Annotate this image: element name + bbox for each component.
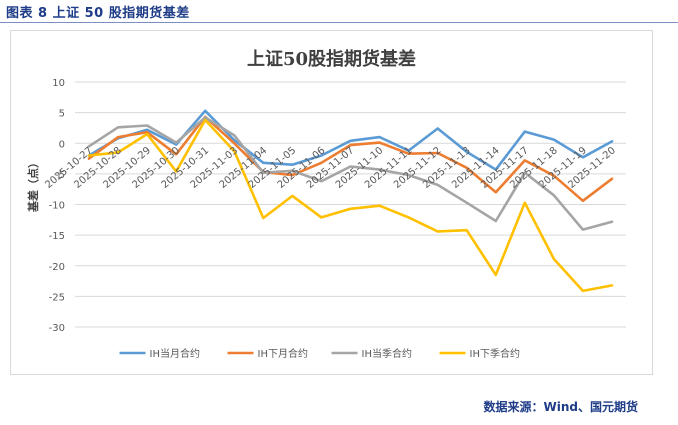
legend-label: IH当季合约 bbox=[362, 347, 412, 360]
source-note: 数据来源：Wind、国元期货 bbox=[483, 400, 638, 414]
y-tick-label: -20 bbox=[49, 262, 65, 273]
legend-label: IH下季合约 bbox=[470, 347, 520, 360]
legend-item: IH下月合约 bbox=[227, 347, 308, 360]
legend-item: IH下季合约 bbox=[439, 347, 520, 360]
legend-label: IH当月合约 bbox=[150, 347, 200, 360]
y-axis-label: 基差（点） bbox=[26, 157, 40, 213]
header-rule bbox=[0, 22, 678, 23]
y-tick-label: 5 bbox=[59, 109, 65, 120]
chart-title: 上证50股指期货基差 bbox=[246, 49, 417, 70]
y-tick-label: -10 bbox=[49, 201, 65, 212]
chart-frame: 上证50股指期货基差 10 5 0 -5 -10 -15 -20 -25 -30 基差（点） 202… bbox=[10, 30, 653, 375]
y-tick-label: 10 bbox=[52, 78, 65, 89]
y-tick-label: -5 bbox=[55, 170, 65, 181]
y-tick-label: -25 bbox=[49, 292, 65, 303]
legend-item: IH当季合约 bbox=[331, 347, 412, 360]
series-line-3 bbox=[87, 118, 614, 293]
y-tick-label: -30 bbox=[49, 323, 65, 334]
legend-label: IH下月合约 bbox=[258, 347, 308, 360]
y-tick-label: 0 bbox=[59, 139, 65, 150]
legend-item: IH当月合约 bbox=[119, 347, 200, 360]
y-tick-label: -15 bbox=[49, 231, 65, 242]
series-line-0 bbox=[87, 109, 614, 171]
series-line-1 bbox=[87, 115, 614, 203]
series-line-2 bbox=[87, 116, 614, 231]
figure-label: 图表 8 上证 50 股指期货基差 bbox=[6, 6, 190, 21]
